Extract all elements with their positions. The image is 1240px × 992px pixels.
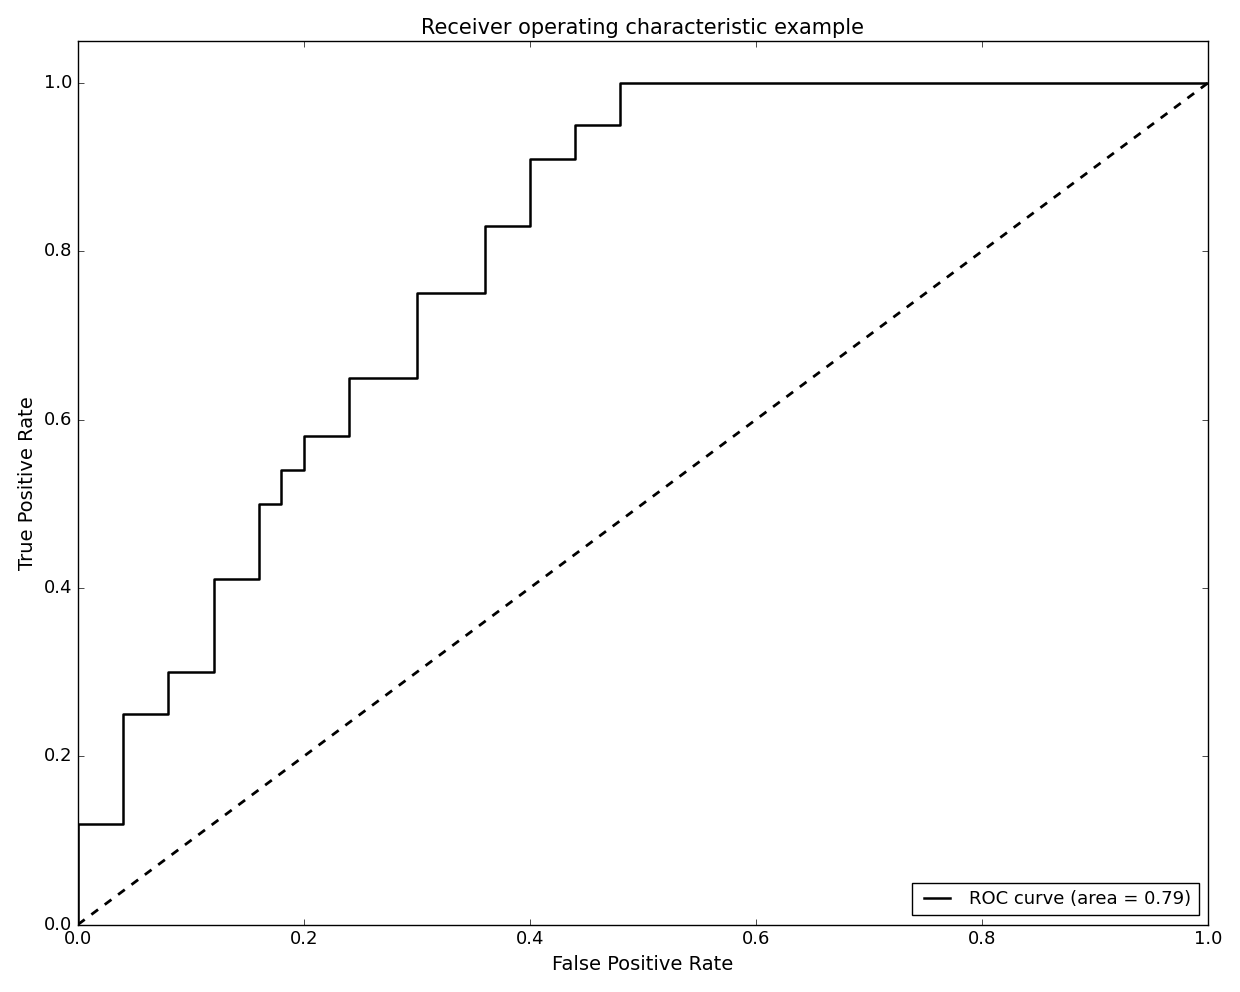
ROC curve (area = 0.79) <box>681 77 696 89</box>
X-axis label: False Positive Rate: False Positive Rate <box>552 955 734 974</box>
ROC curve (area = 0.79) <box>161 708 176 720</box>
ROC curve (area = 0.79) <box>522 153 537 165</box>
ROC curve (area = 0.79) <box>342 372 357 384</box>
ROC curve (area = 0.79) <box>409 288 424 300</box>
ROC curve (area = 0.79) <box>115 817 130 829</box>
ROC curve (area = 0.79) <box>658 77 673 89</box>
ROC curve (area = 0.79) <box>274 498 289 510</box>
ROC curve (area = 0.79) <box>703 77 718 89</box>
ROC curve (area = 0.79) <box>161 666 176 678</box>
Line: ROC curve (area = 0.79): ROC curve (area = 0.79) <box>78 83 1208 925</box>
ROC curve (area = 0.79) <box>477 288 492 300</box>
ROC curve (area = 0.79) <box>635 77 650 89</box>
ROC curve (area = 0.79) <box>296 464 311 476</box>
ROC curve (area = 0.79) <box>252 498 267 510</box>
ROC curve (area = 0.79) <box>568 119 583 131</box>
ROC curve (area = 0.79) <box>206 666 221 678</box>
ROC curve (area = 0.79) <box>296 431 311 442</box>
ROC curve (area = 0.79) <box>115 708 130 720</box>
ROC curve (area = 0.79) <box>409 372 424 384</box>
ROC curve (area = 0.79) <box>658 77 673 89</box>
Y-axis label: True Positive Rate: True Positive Rate <box>19 396 37 569</box>
ROC curve (area = 0.79) <box>206 573 221 585</box>
ROC curve (area = 0.79) <box>703 77 718 89</box>
ROC curve (area = 0.79) <box>252 573 267 585</box>
Title: Receiver operating characteristic example: Receiver operating characteristic exampl… <box>422 18 864 38</box>
ROC curve (area = 0.79) <box>342 431 357 442</box>
ROC curve (area = 0.79) <box>1200 77 1215 89</box>
ROC curve (area = 0.79) <box>613 77 627 89</box>
ROC curve (area = 0.79) <box>274 464 289 476</box>
Legend: ROC curve (area = 0.79): ROC curve (area = 0.79) <box>911 883 1199 916</box>
ROC curve (area = 0.79) <box>522 220 537 232</box>
ROC curve (area = 0.79) <box>71 919 86 930</box>
ROC curve (area = 0.79) <box>613 119 627 131</box>
ROC curve (area = 0.79) <box>635 77 650 89</box>
ROC curve (area = 0.79) <box>568 153 583 165</box>
ROC curve (area = 0.79) <box>681 77 696 89</box>
ROC curve (area = 0.79) <box>477 220 492 232</box>
ROC curve (area = 0.79) <box>71 817 86 829</box>
